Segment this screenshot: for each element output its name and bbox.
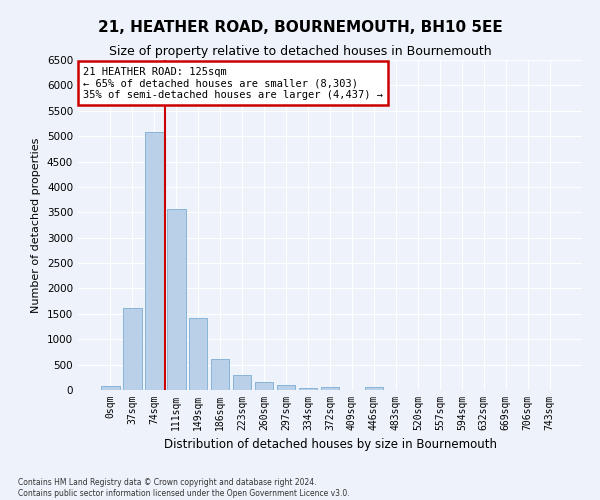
Bar bbox=[320, 387, 340, 390]
Bar bbox=[255, 382, 274, 390]
Bar bbox=[145, 132, 164, 390]
Bar bbox=[189, 318, 208, 390]
Bar bbox=[233, 374, 251, 390]
Bar bbox=[101, 386, 119, 390]
Bar bbox=[365, 387, 383, 390]
Text: Size of property relative to detached houses in Bournemouth: Size of property relative to detached ho… bbox=[109, 45, 491, 58]
Bar bbox=[299, 388, 317, 390]
Text: 21 HEATHER ROAD: 125sqm
← 65% of detached houses are smaller (8,303)
35% of semi: 21 HEATHER ROAD: 125sqm ← 65% of detache… bbox=[83, 66, 383, 100]
Bar bbox=[123, 308, 142, 390]
Bar bbox=[277, 386, 295, 390]
Y-axis label: Number of detached properties: Number of detached properties bbox=[31, 138, 41, 312]
Text: 21, HEATHER ROAD, BOURNEMOUTH, BH10 5EE: 21, HEATHER ROAD, BOURNEMOUTH, BH10 5EE bbox=[98, 20, 502, 35]
Bar bbox=[167, 209, 185, 390]
Bar bbox=[211, 358, 229, 390]
X-axis label: Distribution of detached houses by size in Bournemouth: Distribution of detached houses by size … bbox=[163, 438, 497, 452]
Text: Contains HM Land Registry data © Crown copyright and database right 2024.
Contai: Contains HM Land Registry data © Crown c… bbox=[18, 478, 350, 498]
